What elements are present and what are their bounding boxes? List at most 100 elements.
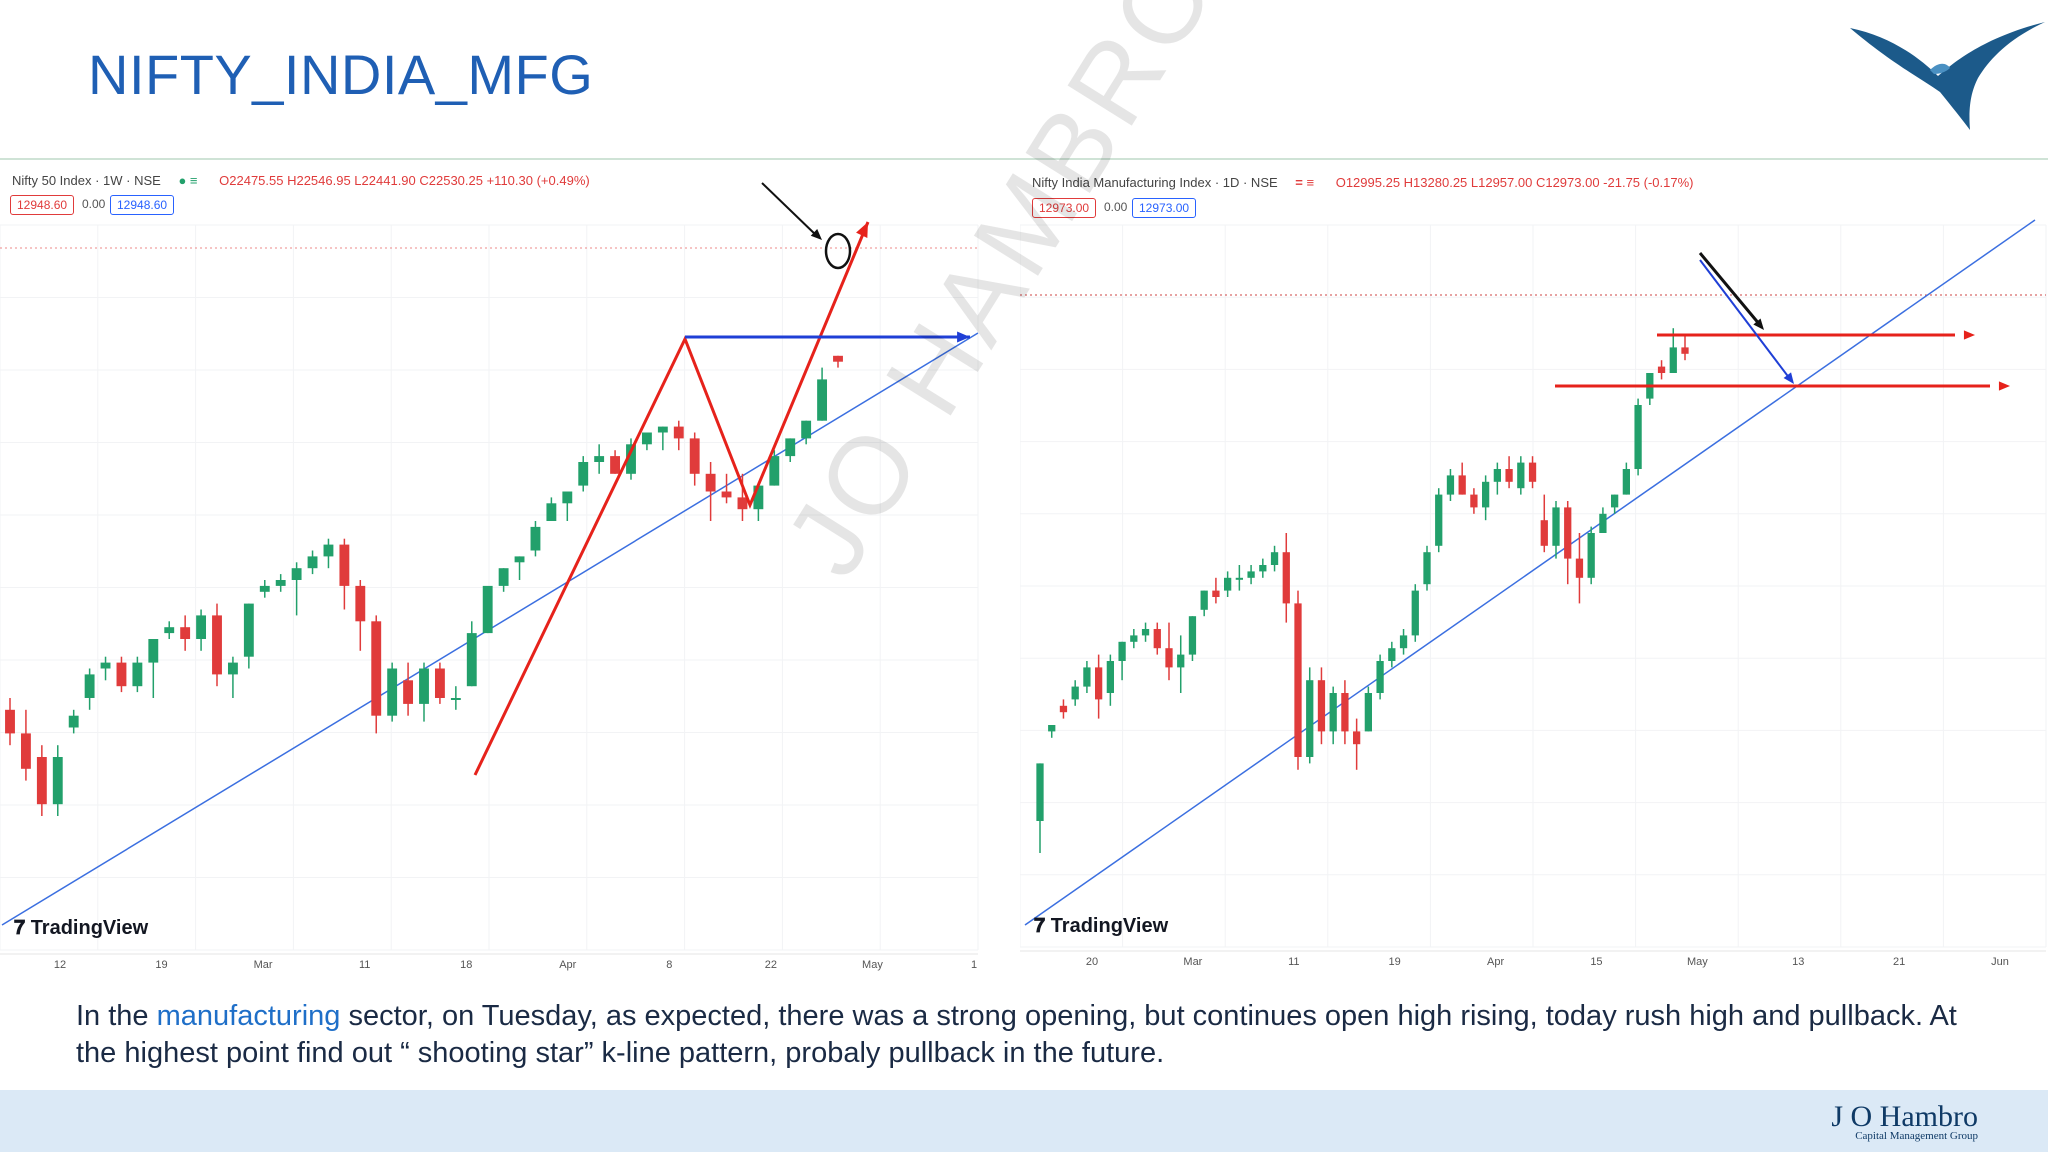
right-chart-status-icon: = ≡: [1295, 175, 1315, 190]
candle-body: [578, 462, 589, 486]
candle-body: [371, 621, 382, 716]
pointer-arrow: [761, 182, 819, 238]
candle-body: [1423, 552, 1431, 585]
candle-body: [1634, 405, 1642, 469]
candle-body: [673, 426, 684, 439]
x-tick-label: 8: [666, 959, 672, 971]
candle-body: [387, 668, 398, 716]
candle-body: [530, 526, 541, 551]
candle-body: [1528, 462, 1537, 482]
candle-body: [1470, 494, 1478, 508]
candle-body: [1282, 552, 1290, 604]
candle-body: [1657, 366, 1666, 373]
candle-body: [1259, 565, 1267, 572]
candle-body: [196, 615, 207, 639]
candle-body: [450, 698, 461, 700]
arrow-head: [957, 331, 970, 343]
candle-body: [785, 438, 796, 457]
candle-body: [1611, 494, 1619, 508]
candle-body: [1681, 347, 1689, 354]
arrow-head: [856, 222, 868, 238]
candle-body: [1364, 693, 1372, 732]
candle-body: [291, 568, 302, 580]
candle-body: [1482, 481, 1490, 508]
black-down-arrow: [1698, 252, 1762, 326]
candle-body: [1130, 635, 1138, 642]
candle-body: [403, 680, 414, 704]
candle-body: [275, 580, 286, 586]
candle-body: [1564, 507, 1572, 559]
candle-body: [1270, 552, 1279, 565]
candle-body: [721, 491, 732, 498]
candle-body: [1388, 648, 1396, 661]
x-tick-label: 19: [155, 959, 167, 971]
candle-body: [1505, 469, 1513, 482]
candle-body: [1376, 661, 1384, 693]
x-tick-label: 11: [1288, 956, 1299, 968]
candle-body: [1036, 763, 1044, 821]
tradingview-icon: 𝟕: [1034, 915, 1046, 937]
candle-body: [148, 639, 159, 663]
right-tradingview-logo: 𝟕 TradingView: [1034, 915, 1169, 937]
x-tick-label: 15: [1590, 956, 1602, 968]
arrow-head: [1998, 381, 2010, 391]
candle-body: [1165, 648, 1173, 668]
x-tick-label: 13: [1792, 956, 1804, 968]
left-tradingview-logo: 𝟕 TradingView: [14, 917, 149, 939]
candle-body: [1458, 475, 1466, 495]
x-tick-label: 20: [1086, 956, 1098, 968]
candle-body: [657, 426, 668, 433]
arrow-head: [1963, 330, 1975, 340]
candle-body: [116, 662, 127, 687]
candle-body: [243, 603, 254, 657]
candle-body: [1517, 462, 1525, 489]
x-tick-label: 1: [971, 959, 977, 971]
candle-body: [737, 497, 748, 510]
candle-body: [1411, 590, 1419, 636]
tradingview-icon: 𝟕: [14, 917, 26, 939]
candle-body: [1141, 629, 1150, 636]
candle-body: [227, 662, 238, 675]
candle-body: [801, 420, 812, 439]
left-price-pill-blue: 12948.60: [110, 195, 175, 215]
candle-body: [817, 379, 828, 421]
candle-body: [1435, 494, 1443, 546]
candle-body: [1247, 571, 1255, 578]
candle-body: [1341, 693, 1349, 732]
candle-body: [641, 432, 652, 445]
left-chart-header: Nifty 50 Index · 1W · NSE ● ≡ O22475.55 …: [12, 173, 590, 188]
candle-body: [1212, 590, 1220, 597]
candle-body: [1587, 533, 1595, 578]
footer-brand: J O Hambro: [1831, 1100, 1978, 1133]
candle-body: [323, 544, 334, 557]
candle-body: [753, 485, 764, 510]
candle-body: [1493, 469, 1501, 482]
candle-body: [1353, 731, 1361, 745]
x-tick-label: Jun: [1991, 956, 2009, 968]
candle-body: [419, 668, 429, 704]
candle-body: [466, 633, 477, 687]
candle-body: [52, 757, 63, 805]
left-chart-title: Nifty 50 Index · 1W · NSE: [12, 173, 161, 188]
x-tick-label: Apr: [1487, 956, 1504, 968]
candle-body: [1118, 641, 1126, 661]
left-price-pill: 12948.60: [10, 195, 75, 215]
candle-body: [1083, 667, 1091, 687]
right-ohlc-values: O12995.25 H13280.25 L12957.00 C12973.00 …: [1335, 175, 1694, 190]
candle-body: [212, 615, 222, 675]
commentary-text: In the manufacturing sector, on Tuesday,…: [76, 998, 1976, 1072]
x-tick-label: 21: [1893, 956, 1905, 968]
candle-body: [769, 456, 780, 486]
left-chart[interactable]: 12 19 Mar 11 18 Apr 8 22 May 1: [0, 165, 980, 980]
right-chart[interactable]: 20 Mar 11 19 Apr 15 May 13 21 Jun: [1020, 165, 2048, 980]
right-chart-header: Nifty India Manufacturing Index · 1D · N…: [1032, 175, 1694, 190]
candle-body: [498, 568, 509, 586]
candle-body: [180, 627, 191, 639]
candle-body: [689, 438, 700, 474]
candle-body: [1669, 347, 1677, 373]
shooting-star-circle: [824, 232, 852, 270]
candle-body: [132, 662, 143, 687]
candle-body: [100, 662, 111, 669]
candle-body: [68, 715, 79, 728]
candle-body: [339, 544, 350, 586]
